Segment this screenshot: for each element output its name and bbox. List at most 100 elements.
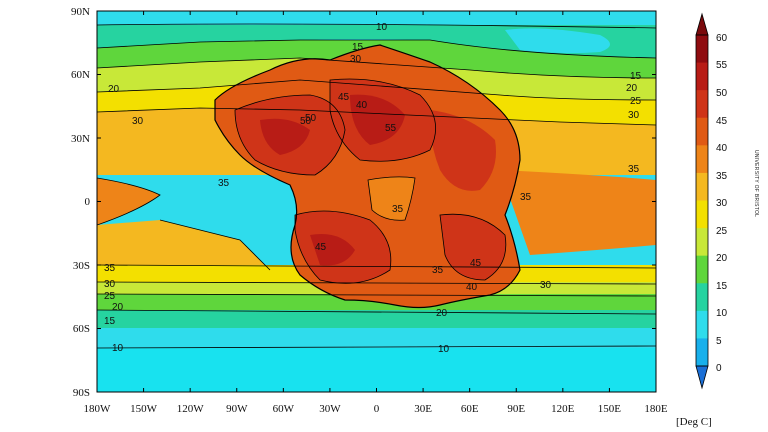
contour-45-se <box>439 213 507 281</box>
contour-label: 30 <box>350 54 362 65</box>
contour-label: 50 <box>300 116 312 127</box>
lon-label: 0 <box>374 403 380 415</box>
colorbar-segment <box>696 310 708 339</box>
colorbar-segment <box>696 255 708 284</box>
colorbar-segment <box>696 62 708 91</box>
lon-label: 30W <box>319 403 341 415</box>
contour-label: 35 <box>104 263 116 274</box>
lat-label: 30S <box>73 260 90 272</box>
colorbar-tick: 25 <box>716 226 728 237</box>
contour-20-south <box>97 293 656 297</box>
contour-10-south <box>97 345 656 349</box>
colorbar-tick: 60 <box>716 33 728 44</box>
lat-label: 60S <box>73 323 90 335</box>
contour-35-west <box>97 177 161 226</box>
contour-lines <box>97 23 656 349</box>
contour-45-sw <box>294 210 392 284</box>
colorbar-top-arrow <box>695 12 709 36</box>
contour-45-n <box>329 78 436 162</box>
lon-label: 60E <box>461 403 479 415</box>
lat-label: 60N <box>71 69 90 81</box>
contour-label: 15 <box>104 316 116 327</box>
colorbar-tick: 30 <box>716 198 728 209</box>
colorbar-tick: 5 <box>716 336 722 347</box>
arctic-patch <box>505 28 610 54</box>
contour-label: 30 <box>104 279 116 290</box>
lon-label: 90W <box>226 403 248 415</box>
colorbar-segments <box>696 35 708 367</box>
credit-text: UNIVERSITY OF BRISTOL <box>753 150 759 217</box>
colorbar-frame <box>695 34 709 367</box>
band-south-pole <box>97 348 656 392</box>
contour-label: 10 <box>376 22 388 33</box>
colorbar-segment <box>696 228 708 257</box>
contour-label: 45 <box>315 242 327 253</box>
contour-label: 50 <box>305 113 317 124</box>
colorbar-segment <box>696 90 708 119</box>
contour-label: 20 <box>108 84 120 95</box>
hot-region-ne <box>429 110 496 191</box>
longitude-axis: 180W 150W 120W 90W 60W 30W 0 30E 60E 90E… <box>84 403 668 415</box>
lon-label: 60W <box>273 403 295 415</box>
contour-15-north <box>97 39 656 59</box>
contour-label: 30 <box>540 280 552 291</box>
band-40-east <box>500 170 656 255</box>
colorbar-segment <box>696 338 708 367</box>
colorbar-tick: 10 <box>716 308 728 319</box>
contour-25-south <box>97 281 656 285</box>
band-15-south <box>97 310 656 328</box>
colorbar-tick: 35 <box>716 171 728 182</box>
contour-label: 55 <box>385 123 397 134</box>
contour-35-southwest <box>159 219 271 271</box>
contour-30-south <box>97 264 656 269</box>
lon-label: 30E <box>414 403 432 415</box>
contour-label: 45 <box>470 258 482 269</box>
contour-label: 20 <box>112 302 124 313</box>
coastline <box>214 44 521 309</box>
contour-label: 35 <box>218 178 230 189</box>
band-10-south <box>97 328 656 348</box>
colorbar-tick: 45 <box>716 116 728 127</box>
latitude-axis: 90N 60N 30N 0 30S 60S 90S <box>71 6 90 399</box>
contour-label: 25 <box>104 291 116 302</box>
contour-label: 45 <box>338 92 350 103</box>
contour-label: 15 <box>352 42 364 53</box>
contour-label: 35 <box>392 204 404 215</box>
lat-label: 90N <box>71 6 90 18</box>
colorbar-tick: 15 <box>716 281 728 292</box>
inland-sea-coast <box>367 176 416 221</box>
colorbar-tick: 0 <box>716 363 722 374</box>
contour-label: 35 <box>628 164 640 175</box>
lat-label: 90S <box>73 387 90 399</box>
contour-20-north <box>97 57 656 79</box>
contour-labels: 10 15 15 30 20 25 30 35 20 30 35 35 35 4… <box>104 22 642 355</box>
band-35-southwest <box>97 220 270 270</box>
colorbar: 60 55 50 45 40 35 30 25 20 15 10 5 0 <box>695 12 728 390</box>
lon-label: 180E <box>644 403 668 415</box>
colorbar-tick: 40 <box>716 143 728 154</box>
contour-45-nw <box>234 94 346 176</box>
contour-label: 35 <box>432 265 444 276</box>
lat-label: 0 <box>85 196 91 208</box>
temperature-field <box>97 11 656 392</box>
colorbar-segment <box>696 172 708 201</box>
colorbar-bottom-arrow <box>695 365 709 390</box>
colorbar-tick: 20 <box>716 253 728 264</box>
inland-sea <box>368 176 415 221</box>
band-40-west <box>97 178 160 225</box>
lon-label: 150W <box>130 403 158 415</box>
hottest-core-sw <box>310 234 355 266</box>
colorbar-segment <box>696 117 708 146</box>
colorbar-segment <box>696 145 708 174</box>
contour-label: 10 <box>438 344 450 355</box>
contour-label: 20 <box>436 308 448 319</box>
contour-label: 30 <box>132 116 144 127</box>
hottest-core-n <box>350 94 405 145</box>
contour-label: 10 <box>112 343 124 354</box>
lon-label: 90E <box>507 403 525 415</box>
lat-label: 30N <box>71 133 90 145</box>
hot-region-se <box>440 214 506 280</box>
hottest-core-nw <box>260 118 310 155</box>
contour-label: 35 <box>520 192 532 203</box>
